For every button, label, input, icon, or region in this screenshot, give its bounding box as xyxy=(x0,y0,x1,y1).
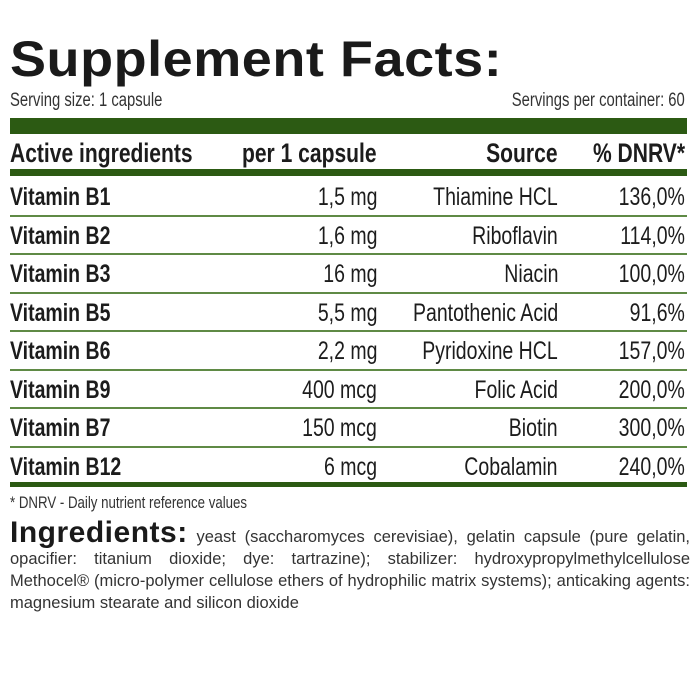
table-row: Vitamin B1 1,5 mg Thiamine HCL 136,0% xyxy=(0,177,700,216)
amount: 1,6 mg xyxy=(317,221,377,250)
dnrv-percent: 200,0% xyxy=(618,375,685,404)
amount: 1,5 mg xyxy=(317,183,377,211)
row-divider xyxy=(10,407,687,409)
servings-per-container: Servings per container: 60 xyxy=(511,90,685,111)
table-row: Vitamin B9 400 mcg Folic Acid 200,0% xyxy=(0,370,700,409)
amount: 2,2 mg xyxy=(317,337,377,365)
row-divider xyxy=(10,253,687,255)
source: Thiamine HCL xyxy=(433,183,558,211)
source: Niacin xyxy=(503,260,558,288)
row-divider xyxy=(10,330,687,332)
table-row: Vitamin B12 6 mcg Cobalamin 240,0% xyxy=(0,447,700,486)
header-top-bar xyxy=(10,118,687,134)
amount: 16 mg xyxy=(322,260,377,288)
row-divider xyxy=(10,445,687,448)
dnrv-percent: 114,0% xyxy=(620,221,685,250)
ingredient-name: Vitamin B2 xyxy=(10,221,111,250)
source: Folic Acid xyxy=(474,375,558,404)
source: Biotin xyxy=(509,414,558,442)
serving-size: Serving size: 1 capsule xyxy=(10,90,163,111)
row-divider xyxy=(10,368,687,371)
header-active-ingredients: Active ingredients xyxy=(10,138,193,168)
header-source: Source xyxy=(486,138,558,168)
ingredient-name: Vitamin B3 xyxy=(10,260,111,288)
ingredient-name: Vitamin B7 xyxy=(10,414,111,442)
dnrv-percent: 100,0% xyxy=(618,260,685,288)
header-per-capsule: per 1 capsule xyxy=(242,138,377,168)
ingredient-name: Vitamin B1 xyxy=(10,183,111,211)
page-title: Supplement Facts: xyxy=(10,31,503,87)
table-bottom-bar xyxy=(10,482,687,487)
ingredient-name: Vitamin B6 xyxy=(10,337,111,365)
dnrv-percent: 240,0% xyxy=(618,452,685,481)
footnote: * DNRV - Daily nutrient reference values xyxy=(10,493,248,512)
table-row: Vitamin B5 5,5 mg Pantothenic Acid 91,6% xyxy=(0,293,700,332)
dnrv-percent: 91,6% xyxy=(629,298,685,327)
source: Cobalamin xyxy=(464,452,558,481)
ingredients-section: Ingredients: yeast (saccharomyces cerevi… xyxy=(10,518,691,614)
table-row: Vitamin B2 1,6 mg Riboflavin 114,0% xyxy=(0,216,700,255)
amount: 5,5 mg xyxy=(317,298,377,327)
dnrv-percent: 157,0% xyxy=(618,337,685,365)
row-divider xyxy=(10,214,687,217)
amount: 400 mcg xyxy=(302,375,377,404)
table-row: Vitamin B7 150 mcg Biotin 300,0% xyxy=(0,408,700,447)
ingredient-name: Vitamin B12 xyxy=(10,452,122,481)
header-dnrv: % DNRV* xyxy=(592,138,685,168)
header-bottom-bar xyxy=(10,169,687,176)
dnrv-percent: 136,0% xyxy=(618,183,685,211)
table-row: Vitamin B3 16 mg Niacin 100,0% xyxy=(0,254,700,293)
ingredients-heading: Ingredients: xyxy=(10,516,188,549)
ingredient-name: Vitamin B9 xyxy=(10,375,111,404)
source: Riboflavin xyxy=(472,221,558,250)
ingredients-text: yeast (saccharomyces cerevisiae), gelati… xyxy=(10,528,691,612)
amount: 150 mcg xyxy=(302,414,377,442)
source: Pyridoxine HCL xyxy=(422,337,558,365)
source: Pantothenic Acid xyxy=(412,298,558,327)
amount: 6 mcg xyxy=(323,452,377,481)
dnrv-percent: 300,0% xyxy=(618,414,685,442)
row-divider xyxy=(10,291,687,294)
table-row: Vitamin B6 2,2 mg Pyridoxine HCL 157,0% xyxy=(0,331,700,370)
ingredient-name: Vitamin B5 xyxy=(10,298,111,327)
